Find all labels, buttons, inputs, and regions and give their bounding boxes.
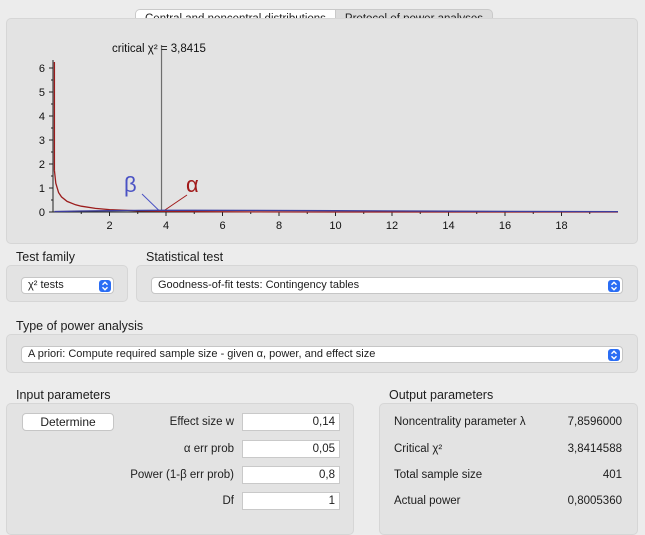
x-tick-label: 4 (163, 220, 169, 232)
x-tick-label: 16 (499, 220, 511, 232)
total-sample-size-value: 401 (602, 469, 622, 481)
plot-marks (53, 45, 619, 213)
power-label: Power (1-β err prob) (130, 469, 234, 481)
y-tick-label: 4 (39, 111, 45, 123)
chevron-updown-icon (608, 348, 620, 361)
statistical-test-value: Goodness-of-fit tests: Contingency table… (158, 279, 360, 291)
input-parameters-title: Input parameters (16, 388, 111, 402)
power-analysis-value: A priori: Compute required sample size -… (28, 348, 376, 360)
x-tick-label: 14 (442, 220, 454, 232)
central-distribution-line (53, 170, 618, 213)
x-tick-label: 8 (276, 220, 282, 232)
test-family-select[interactable]: χ² tests (21, 277, 114, 294)
alpha-err-field[interactable]: 0,05 (242, 440, 340, 458)
x-tick-label: 18 (555, 220, 567, 232)
power-analysis-select[interactable]: A priori: Compute required sample size -… (21, 346, 623, 363)
determine-button[interactable]: Determine (22, 413, 114, 431)
effect-size-label: Effect size w (169, 416, 234, 428)
alpha-pointer (163, 194, 188, 212)
df-label: Df (222, 495, 235, 507)
y-tick-label: 2 (39, 159, 45, 171)
df-field[interactable]: 1 (242, 492, 340, 510)
y-tick-label: 1 (39, 183, 45, 195)
x-tick-label: 12 (386, 220, 398, 232)
x-tick-label: 10 (329, 220, 341, 232)
y-tick-label: 6 (39, 63, 45, 75)
power-analysis-label: Type of power analysis (16, 319, 144, 333)
chevron-updown-icon (608, 279, 620, 292)
y-tick-label: 0 (39, 207, 45, 219)
test-family-value: χ² tests (28, 279, 64, 291)
statistical-test-select[interactable]: Goodness-of-fit tests: Contingency table… (151, 277, 623, 294)
critical-chi2-label: Critical χ² (394, 443, 443, 455)
actual-power-value: 0,8005360 (567, 495, 622, 507)
noncentrality-label: Noncentrality parameter λ (394, 416, 526, 428)
beta-symbol: β (124, 172, 137, 197)
actual-power-label: Actual power (394, 495, 461, 507)
output-parameters-title: Output parameters (389, 388, 494, 402)
chevron-updown-icon (99, 279, 111, 292)
test-family-label: Test family (16, 250, 76, 264)
noncentrality-value: 7,8596000 (567, 416, 622, 428)
y-tick-label: 3 (39, 135, 45, 147)
power-field[interactable]: 0,8 (242, 466, 340, 484)
statistical-test-label: Statistical test (146, 250, 224, 264)
critical-value-label: critical χ² = 3,8415 (112, 43, 206, 55)
alpha-symbol: α (186, 172, 199, 197)
alpha-err-label: α err prob (183, 443, 234, 455)
y-tick-label: 5 (39, 87, 45, 99)
critical-chi2-value: 3,8414588 (567, 443, 622, 455)
x-tick-label: 6 (219, 220, 225, 232)
x-tick-label: 2 (106, 220, 112, 232)
effect-size-field[interactable]: 0,14 (242, 413, 340, 431)
beta-pointer (141, 193, 160, 212)
distribution-plot-panel: 0 1 2 3 4 5 6 2 4 6 8 10 12 14 16 18 critical χ² = 3,84… (6, 18, 638, 244)
noncentral-distribution-line (54, 209, 619, 213)
total-sample-size-label: Total sample size (394, 469, 483, 481)
